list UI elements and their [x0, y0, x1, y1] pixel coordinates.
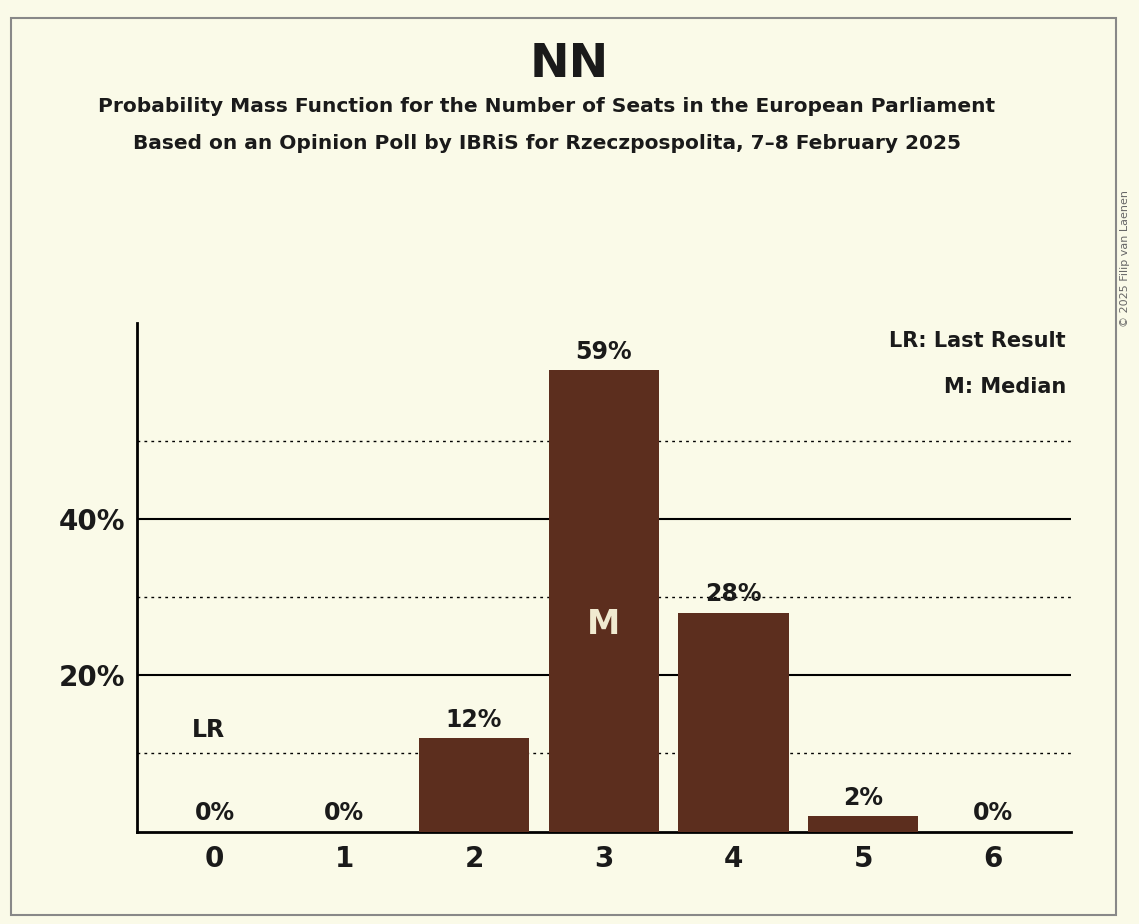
Bar — [549, 371, 658, 832]
Text: 0%: 0% — [973, 801, 1013, 825]
Text: LR: Last Result: LR: Last Result — [890, 331, 1066, 351]
Text: 59%: 59% — [575, 340, 632, 364]
Text: Probability Mass Function for the Number of Seats in the European Parliament: Probability Mass Function for the Number… — [98, 97, 995, 116]
Bar — [419, 737, 530, 832]
Text: 28%: 28% — [705, 582, 762, 606]
Text: NN: NN — [530, 42, 609, 87]
Bar — [808, 816, 918, 832]
Text: M: Median: M: Median — [944, 377, 1066, 396]
Text: 0%: 0% — [195, 801, 235, 825]
Text: LR: LR — [191, 718, 224, 742]
Text: Based on an Opinion Poll by IBRiS for Rzeczpospolita, 7–8 February 2025: Based on an Opinion Poll by IBRiS for Rz… — [133, 134, 960, 153]
Text: 2%: 2% — [843, 785, 883, 809]
Text: 0%: 0% — [325, 801, 364, 825]
Text: 12%: 12% — [445, 708, 502, 732]
Text: © 2025 Filip van Laenen: © 2025 Filip van Laenen — [1121, 190, 1130, 327]
Bar — [678, 613, 788, 832]
Text: M: M — [587, 607, 621, 640]
